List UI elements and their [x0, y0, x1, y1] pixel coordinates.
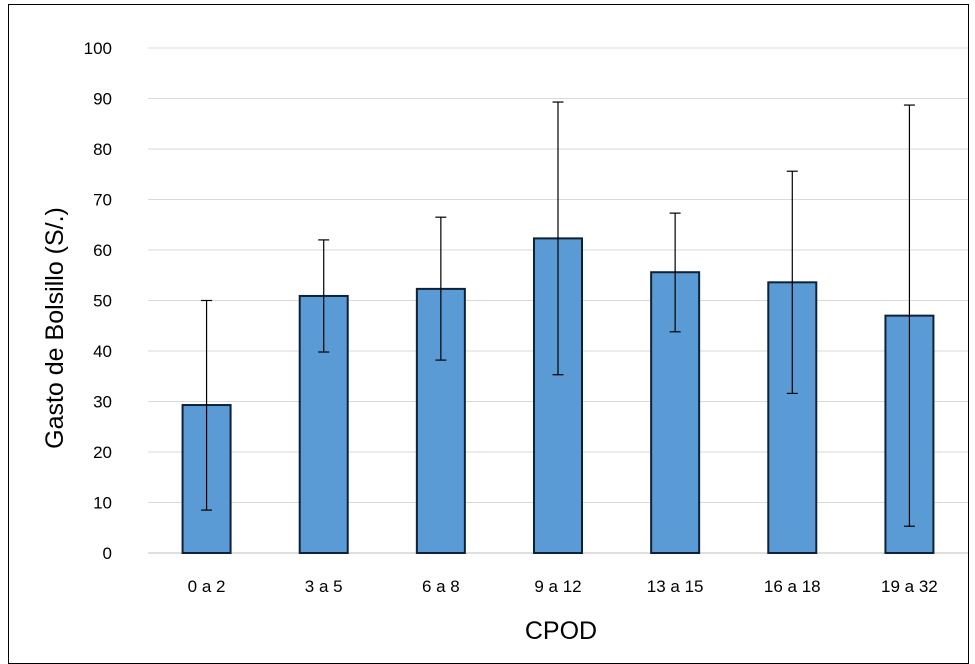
- y-tick-label: 90: [93, 90, 112, 109]
- error-bar: [786, 170, 798, 395]
- y-tick-label: 100: [84, 39, 112, 58]
- x-tick-labels: 0 a 2 3 a 5 6 a 8 9 a 12 13 a 15 16 a 18 19 a …: [188, 577, 938, 596]
- error-bar: [318, 239, 330, 353]
- y-tick-label: 30: [93, 393, 112, 412]
- y-tick-label: 70: [93, 191, 112, 210]
- error-bars: [201, 101, 915, 527]
- y-tick-label: 0: [103, 544, 112, 563]
- error-bar: [669, 212, 681, 333]
- y-tick-labels: 0 10 20 30 40 50 60 70 80 90 100: [84, 39, 112, 563]
- x-tick-label: 3 a 5: [305, 577, 343, 596]
- y-tick-label: 40: [93, 342, 112, 361]
- x-tick-label: 19 a 32: [881, 577, 938, 596]
- y-tick-label: 10: [93, 494, 112, 513]
- y-tick-label: 80: [93, 140, 112, 159]
- x-tick-label: 0 a 2: [188, 577, 226, 596]
- x-tick-label: 13 a 15: [647, 577, 704, 596]
- x-axis-title: CPOD: [525, 617, 597, 645]
- y-axis-title: Gasto de Bolsillo (S/.): [41, 207, 69, 449]
- x-tick-label: 6 a 8: [422, 577, 460, 596]
- bars: [181, 237, 935, 554]
- error-bar: [552, 101, 564, 376]
- error-bar: [903, 104, 915, 527]
- x-tick-label: 9 a 12: [534, 577, 581, 596]
- y-tick-label: 50: [93, 292, 112, 311]
- error-bar: [201, 299, 213, 511]
- y-tick-label: 60: [93, 241, 112, 260]
- y-tick-label: 20: [93, 443, 112, 462]
- error-bar: [435, 216, 447, 361]
- x-tick-label: 16 a 18: [764, 577, 821, 596]
